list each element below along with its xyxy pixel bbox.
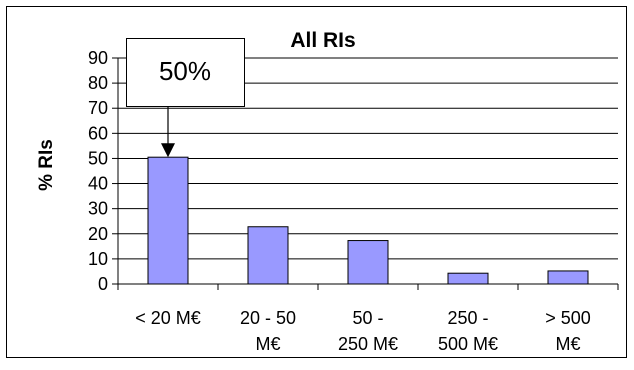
- chart-border: [6, 6, 627, 358]
- annotation-box: [126, 38, 245, 107]
- x-tick-label: > 500 M€: [545, 308, 591, 354]
- y-tick-label: 20: [88, 224, 108, 244]
- bar: [147, 156, 189, 285]
- bar: [547, 270, 589, 285]
- y-tick-label: 30: [88, 199, 108, 219]
- y-tick-label: 40: [88, 174, 108, 194]
- x-tick-label: < 20 M€: [135, 308, 201, 328]
- y-tick-label: 70: [88, 98, 108, 118]
- y-axis-label: % RIs: [36, 139, 57, 191]
- y-tick-labels: 0 10 20 30 40 50 60 70 80 90: [88, 48, 118, 294]
- x-tick-label: 50 -250 M€: [338, 308, 398, 354]
- bar: [347, 240, 389, 285]
- y-tick-label: 0: [98, 274, 108, 294]
- annotation-arrow-head: [161, 143, 175, 158]
- chart-title: All RIs: [290, 29, 355, 52]
- axes: [117, 58, 619, 290]
- x-tick-labels: < 20 M€ 20 - 50 M€ 50 -250 M€ 250 -500 M€ > 5…: [135, 308, 591, 354]
- y-tick-label: 10: [88, 249, 108, 269]
- bar: [247, 226, 289, 285]
- annotation-label: 50%: [159, 56, 211, 86]
- bars: [147, 156, 589, 285]
- x-tick-label: 250 -500 M€: [438, 308, 498, 354]
- x-tick-label: 20 - 50 M€: [240, 308, 296, 354]
- y-tick-label: 90: [88, 48, 108, 68]
- y-tick-label: 80: [88, 73, 108, 93]
- annotation-callout: 50%: [126, 38, 245, 158]
- bar: [447, 272, 489, 285]
- y-tick-label: 60: [88, 123, 108, 143]
- y-tick-label: 50: [88, 148, 108, 168]
